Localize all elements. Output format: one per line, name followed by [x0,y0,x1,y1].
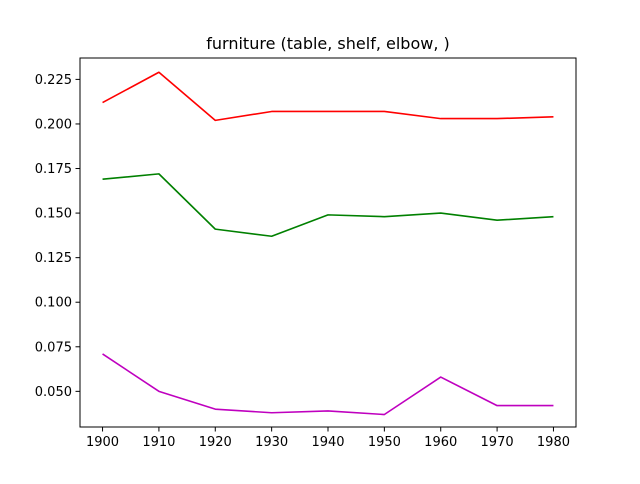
x-tick-label: 1960 [424,435,457,450]
series-line-2 [102,173,554,238]
x-tick-label: 1940 [311,435,344,450]
x-tick-label: 1900 [86,435,119,450]
y-tick-label: 0.050 [35,385,72,400]
series-line-1 [102,71,554,122]
chart-title: furniture (table, shelf, elbow, ) [206,34,449,53]
series-line-3 [102,353,554,416]
y-tick-label: 0.125 [35,251,72,266]
y-tick-label: 0.175 [35,162,72,177]
y-tick-label: 0.225 [35,73,72,88]
x-tick-label: 1910 [142,435,175,450]
y-tick-label: 0.075 [35,340,72,355]
x-tick-label: 1980 [537,435,570,450]
x-axis: 1900 1910 1920 1930 1940 1950 1960 1970 1980 [86,427,570,450]
series-layer [102,71,554,416]
x-tick-label: 1920 [199,435,232,450]
x-tick-label: 1930 [255,435,288,450]
x-tick-label: 1970 [481,435,514,450]
y-axis: 0.050 0.075 0.100 0.125 0.150 0.175 0.200 0.225 [35,73,80,400]
y-tick-label: 0.150 [35,207,72,222]
y-tick-label: 0.100 [35,296,72,311]
y-tick-label: 0.200 [35,117,72,132]
x-tick-label: 1950 [368,435,401,450]
